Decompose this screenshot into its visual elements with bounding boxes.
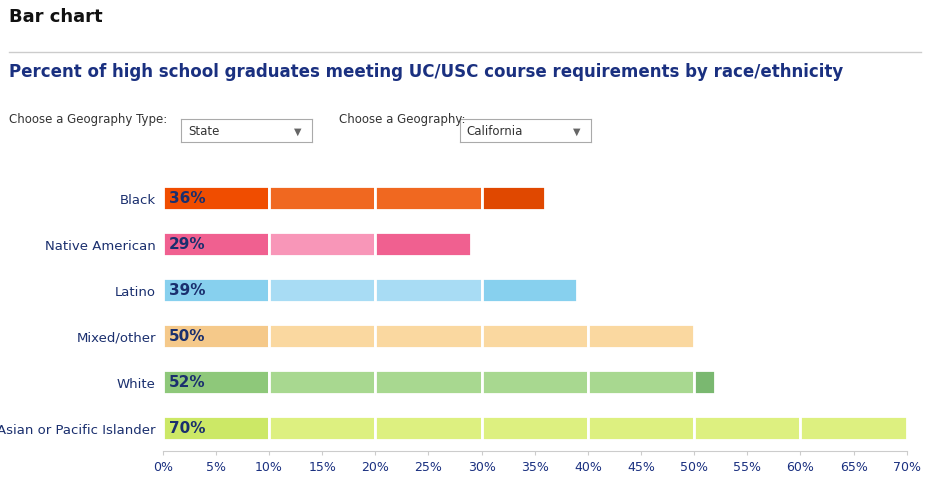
Bar: [694, 416, 801, 440]
Bar: [376, 186, 482, 210]
Text: 52%: 52%: [169, 375, 206, 389]
Text: 36%: 36%: [169, 191, 206, 206]
Bar: [482, 324, 588, 348]
Bar: [269, 416, 376, 440]
Bar: [801, 416, 907, 440]
Bar: [163, 324, 269, 348]
Bar: [376, 324, 482, 348]
Bar: [482, 186, 545, 210]
Bar: [482, 416, 588, 440]
Bar: [376, 232, 471, 256]
Bar: [163, 186, 269, 210]
Text: Choose a Geography:: Choose a Geography:: [339, 113, 466, 126]
Bar: [269, 186, 376, 210]
Bar: [269, 232, 376, 256]
Bar: [694, 370, 715, 394]
Bar: [269, 370, 376, 394]
Text: 29%: 29%: [169, 237, 206, 252]
Bar: [163, 370, 269, 394]
Bar: [376, 416, 482, 440]
Text: ▼: ▼: [573, 127, 580, 136]
Text: State: State: [188, 125, 219, 138]
Bar: [588, 416, 694, 440]
Bar: [163, 278, 269, 302]
Text: Percent of high school graduates meeting UC/USC course requirements by race/ethn: Percent of high school graduates meeting…: [9, 63, 844, 81]
Text: ▼: ▼: [294, 127, 301, 136]
Bar: [482, 278, 578, 302]
Bar: [163, 232, 269, 256]
Bar: [376, 278, 482, 302]
Bar: [482, 370, 588, 394]
Bar: [269, 278, 376, 302]
Text: 50%: 50%: [169, 329, 206, 344]
Bar: [588, 370, 694, 394]
Text: 39%: 39%: [169, 283, 206, 298]
Bar: [269, 324, 376, 348]
Text: Bar chart: Bar chart: [9, 8, 103, 26]
Bar: [588, 324, 694, 348]
Text: 70%: 70%: [169, 420, 206, 435]
Bar: [163, 416, 269, 440]
Text: California: California: [467, 125, 524, 138]
Text: Choose a Geography Type:: Choose a Geography Type:: [9, 113, 167, 126]
Bar: [376, 370, 482, 394]
